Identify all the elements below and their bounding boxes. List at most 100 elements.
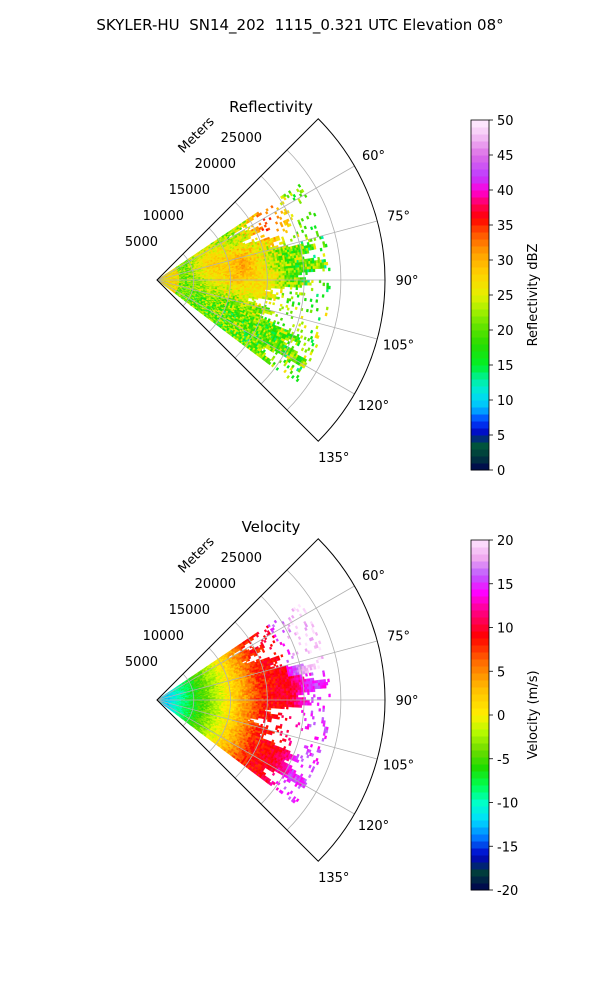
data-cell — [279, 290, 283, 294]
data-cell — [276, 228, 280, 232]
data-cell — [261, 274, 264, 277]
data-cell — [289, 370, 294, 375]
data-cell — [289, 238, 293, 242]
data-cell — [303, 336, 307, 341]
data-cell — [289, 286, 293, 290]
data-cell — [255, 274, 258, 277]
data-cell — [296, 328, 300, 332]
data-cell — [286, 284, 289, 288]
data-cell — [244, 275, 247, 278]
data-cell — [277, 237, 281, 241]
data-cell — [272, 302, 276, 306]
data-cell — [280, 210, 284, 215]
data-cell — [304, 297, 307, 302]
data-cell — [238, 275, 241, 278]
data-cell — [295, 274, 299, 278]
data-cell — [270, 273, 274, 277]
data-cell — [299, 282, 303, 286]
data-cell — [284, 275, 287, 279]
data-cell — [270, 285, 274, 289]
data-cell — [261, 281, 264, 284]
data-cell — [294, 306, 298, 310]
data-cell — [283, 369, 287, 374]
data-cell — [269, 275, 272, 279]
data-cell — [297, 282, 301, 286]
data-cell — [290, 213, 294, 218]
data-cell — [317, 256, 321, 261]
data-cell — [291, 274, 295, 278]
data-cell — [303, 225, 307, 230]
data-cell — [268, 216, 272, 221]
data-cell — [280, 223, 284, 228]
data-cell — [277, 296, 280, 300]
data-cell — [259, 274, 262, 277]
data-cell — [255, 297, 259, 300]
data-cell — [282, 270, 285, 274]
data-cell — [307, 282, 310, 286]
data-cell — [259, 285, 262, 288]
data-cell — [309, 298, 313, 303]
data-cell — [292, 234, 296, 239]
data-cell — [278, 275, 281, 279]
data-cell — [321, 294, 325, 298]
data-cell — [309, 335, 314, 340]
data-cell — [310, 226, 314, 231]
data-cell — [278, 281, 281, 285]
data-cell — [309, 309, 313, 314]
data-cell — [300, 229, 305, 234]
data-cell — [305, 271, 308, 276]
data-cell — [305, 215, 310, 220]
data-cell — [310, 304, 314, 308]
data-cell — [261, 285, 264, 288]
data-cell — [276, 275, 280, 279]
data-cell — [295, 282, 299, 286]
data-cell — [288, 282, 291, 285]
data-cell — [304, 349, 308, 353]
data-cell — [286, 364, 290, 369]
data-cell — [291, 323, 296, 328]
data-cell — [276, 321, 280, 325]
data-cell — [313, 254, 316, 259]
data-cell — [307, 279, 310, 283]
data-cell — [289, 310, 293, 314]
data-cell — [282, 273, 285, 276]
data-cell — [254, 237, 258, 241]
data-cell — [310, 287, 314, 292]
data-cell — [291, 284, 295, 288]
data-cell — [300, 217, 305, 222]
data-cell — [278, 284, 282, 287]
data-cell — [288, 275, 291, 278]
data-cell — [299, 272, 303, 276]
data-cell — [292, 193, 297, 198]
data-cell — [282, 228, 286, 232]
data-cell — [261, 283, 264, 286]
data-cell — [270, 283, 274, 287]
data-cell — [299, 335, 304, 339]
data-cell — [269, 312, 273, 316]
data-cell — [259, 268, 262, 272]
data-cell — [282, 284, 285, 287]
data-cell — [317, 317, 321, 321]
data-cell — [305, 269, 308, 273]
data-cell — [283, 362, 287, 367]
data-cell — [278, 286, 281, 289]
data-cell — [286, 300, 290, 304]
data-cell — [242, 276, 245, 279]
data-cell — [290, 275, 293, 278]
data-cell — [276, 269, 279, 272]
data-cell — [280, 282, 283, 285]
panel-reflectivity: Reflectivity500010000150002000025000Mete… — [125, 98, 541, 479]
data-cell — [310, 339, 314, 344]
data-cell — [307, 347, 311, 352]
data-cell — [284, 272, 287, 276]
data-cell — [303, 324, 307, 329]
data-cell — [263, 275, 266, 279]
data-cell — [294, 282, 297, 286]
data-cell — [295, 272, 299, 276]
data-cell — [276, 273, 280, 277]
data-cell — [298, 323, 302, 327]
data-cell — [289, 270, 293, 274]
data-cell — [291, 272, 295, 276]
data-cell — [263, 272, 266, 275]
data-cell — [318, 279, 322, 284]
